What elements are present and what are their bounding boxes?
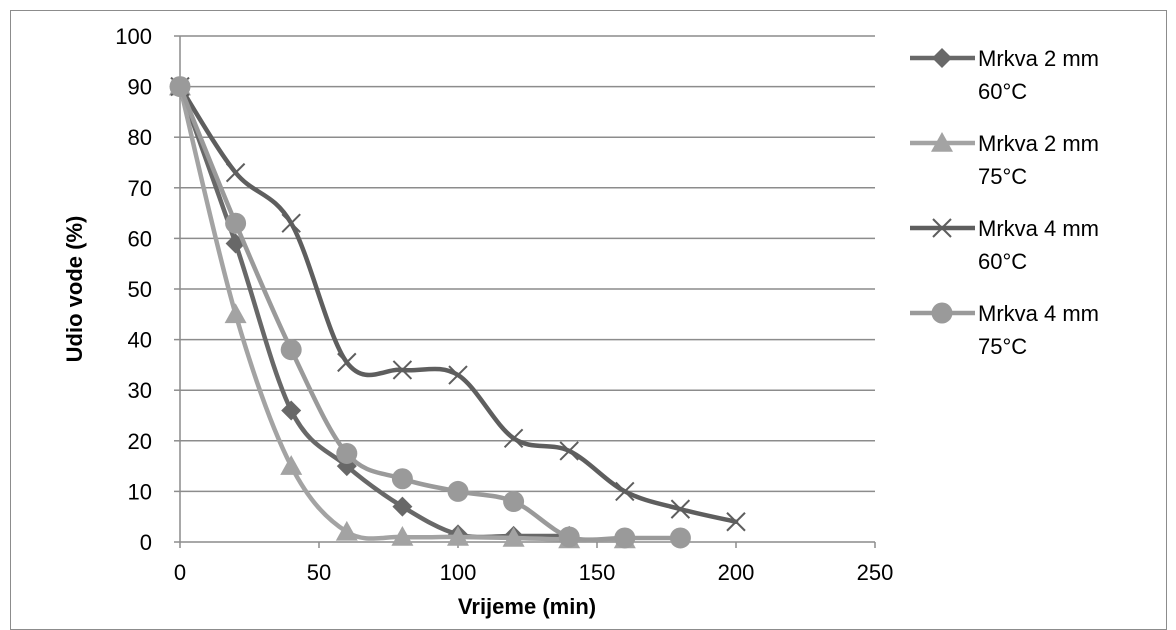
series-mrkva-4-mm-75-c [169,76,691,549]
y-tick-label: 50 [128,277,152,302]
y-tick-label: 70 [128,176,152,201]
data-point-circle [614,527,636,549]
y-tick-label: 100 [115,24,152,49]
data-point-circle [503,491,525,513]
y-tick-label: 80 [128,125,152,150]
y-tick-labels: 0 10 20 30 40 50 60 70 80 90 100 [115,24,152,555]
legend-swatch-marker [931,302,953,324]
y-tick-label: 30 [128,378,152,403]
data-point-circle [169,76,191,98]
data-point-circle [669,527,691,549]
data-point-diamond [392,496,413,517]
series-line [177,84,739,525]
legend-label: Mrkva 4 mm [978,301,1099,326]
chart-frame [10,10,1167,630]
x-tick-label: 50 [307,560,331,585]
data-point-x [670,499,691,519]
x-tick-labels: 0 50 100 150 200 250 [174,560,893,585]
series-mrkva-4-mm-60-c [170,76,746,532]
data-point-x [448,365,468,385]
legend-item-mrkva-4-mm-75-c[interactable]: Mrkva 4 mm 75°C [910,301,1099,359]
y-tick-label: 0 [140,530,152,555]
data-point-diamond [281,400,302,421]
data-point-x [337,352,357,373]
data-point-x [281,213,301,233]
series-group [169,75,746,549]
data-point-triangle [224,303,247,324]
y-tick-label: 90 [128,75,152,100]
data-point-x [225,162,246,183]
x-tick-label: 200 [718,560,755,585]
legend-item-mrkva-2-mm-60-c[interactable]: Mrkva 2 mm 60°C [910,46,1099,104]
data-point-x [503,428,524,448]
y-tick-label: 10 [128,479,152,504]
x-tick-label: 100 [440,560,477,585]
legend-item-mrkva-2-mm-75-c[interactable]: Mrkva 2 mm 75°C [910,131,1099,189]
data-point-circle [391,468,413,490]
legend-label: Mrkva 2 mm [978,46,1099,71]
legend-swatch-marker [931,132,953,152]
axes [179,36,876,548]
data-point-triangle [502,526,525,547]
data-point-circle [280,339,302,361]
y-tick-label: 20 [128,429,152,454]
legend-item-mrkva-4-mm-60-c[interactable]: Mrkva 4 mm 60°C [910,216,1099,274]
x-tick-label: 250 [857,560,894,585]
legend-label: Mrkva 4 mm [978,216,1099,241]
data-point-circle [225,212,247,234]
legend-label: 75°C [978,334,1027,359]
data-point-triangle [280,455,303,475]
x-axis-title: Vrijeme (min) [458,594,596,619]
y-tick-label: 60 [128,226,152,251]
grid-lines [174,35,875,543]
legend-label: 75°C [978,164,1027,189]
legend-label: Mrkva 2 mm [978,131,1099,156]
legend[interactable]: Mrkva 2 mm 60°C Mrkva 2 mm 75°C Mrkva 4 mm 60… [910,46,1099,359]
legend-swatch-marker [932,218,952,238]
y-tick-label: 40 [128,328,152,353]
legend-label: 60°C [978,79,1027,104]
legend-swatch-marker [932,48,952,68]
data-point-x [559,441,579,461]
data-point-circle [447,480,469,502]
data-point-x [392,360,413,380]
data-point-x [615,481,635,502]
x-tick-label: 150 [579,560,616,585]
data-point-circle [558,526,580,548]
legend-label: 60°C [978,249,1027,274]
data-point-x [726,512,746,532]
y-axis-title: Udio vode (%) [62,216,87,363]
data-point-triangle [391,525,414,546]
x-tick-label: 0 [174,560,186,585]
data-point-triangle [335,520,358,541]
data-point-circle [336,442,358,464]
series-line [177,84,628,542]
data-point-triangle [447,525,469,546]
